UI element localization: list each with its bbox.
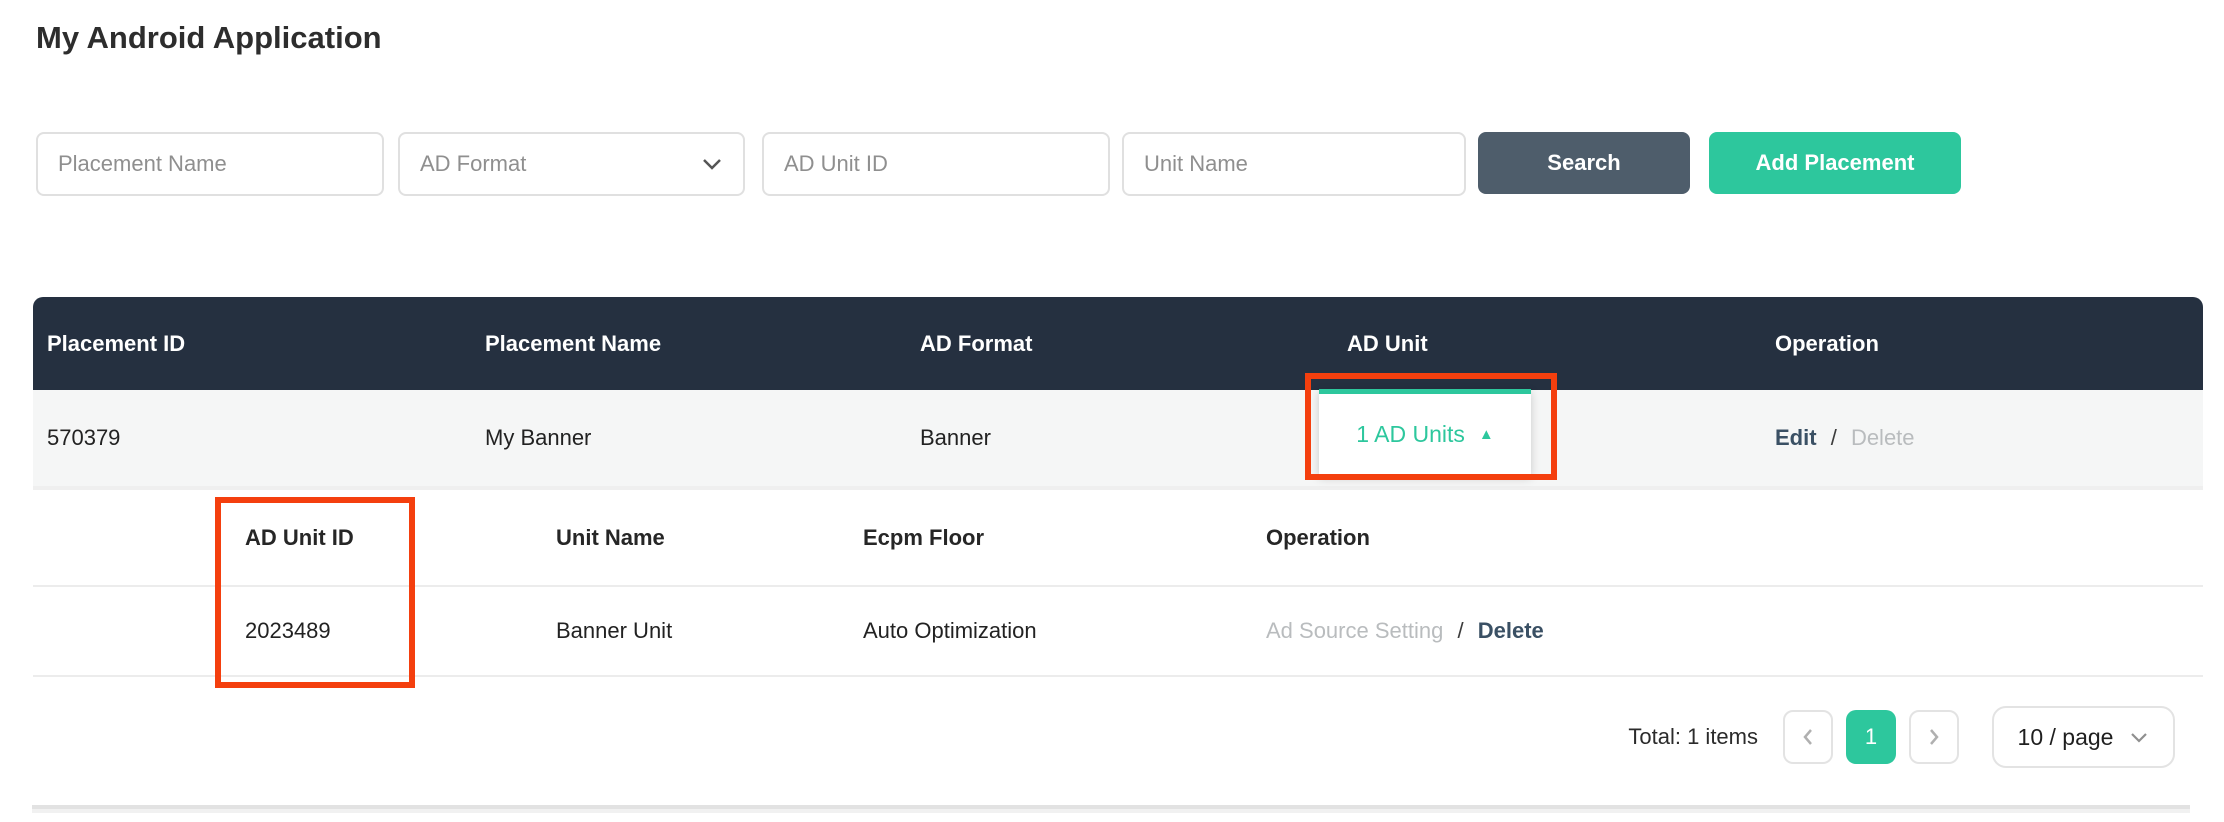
edit-link[interactable]: Edit xyxy=(1775,425,1817,450)
next-page-button[interactable] xyxy=(1909,710,1959,764)
sub-operation-separator: / xyxy=(1457,618,1464,643)
ad-units-toggle-label: 1 AD Units xyxy=(1356,421,1465,447)
sub-table-header-row: AD Unit ID Unit Name Ecpm Floor Operatio… xyxy=(33,486,2203,587)
column-header-ad-unit: AD Unit xyxy=(1347,330,1428,356)
ad-format-cell: Banner xyxy=(920,425,991,450)
delete-link[interactable]: Delete xyxy=(1850,425,1915,450)
triangle-up-icon: ▲ xyxy=(1478,426,1494,443)
chevron-left-icon xyxy=(1801,727,1815,747)
page-title: My Android Application xyxy=(36,20,382,55)
ad-unit-id-input[interactable] xyxy=(762,132,1110,196)
ecpm-floor-cell: Auto Optimization xyxy=(863,618,1037,643)
sub-table-row: 2023489 Banner Unit Auto Optimization Ad… xyxy=(33,587,2203,677)
column-header-placement-id: Placement ID xyxy=(47,330,186,356)
previous-page-button[interactable] xyxy=(1783,710,1833,764)
sub-delete-link[interactable]: Delete xyxy=(1477,618,1544,643)
page-size-value: 10 / page xyxy=(2017,723,2114,750)
ad-source-setting-link[interactable]: Ad Source Setting xyxy=(1266,618,1444,643)
unit-name-cell: Banner Unit xyxy=(556,618,673,643)
column-header-ad-format: AD Format xyxy=(920,330,1033,356)
ad-unit-id-cell: 2023489 xyxy=(245,618,331,643)
ad-format-select-value: AD Format xyxy=(420,151,527,176)
page-size-select[interactable]: 10 / page xyxy=(1992,706,2175,768)
search-button[interactable]: Search xyxy=(1478,132,1690,194)
column-header-placement-name: Placement Name xyxy=(485,330,662,356)
unit-name-input[interactable] xyxy=(1122,132,1466,196)
chevron-right-icon xyxy=(1927,727,1941,747)
add-placement-button[interactable]: Add Placement xyxy=(1709,132,1961,194)
total-items-text: Total: 1 items xyxy=(1628,724,1758,749)
sub-column-header-ad-unit-id: AD Unit ID xyxy=(245,524,354,550)
table-header-row: Placement ID Placement Name AD Format AD… xyxy=(33,297,2203,390)
column-header-operation: Operation xyxy=(1775,330,1879,356)
operation-separator: / xyxy=(1830,425,1837,450)
sub-operation-cell: Ad Source Setting / Delete xyxy=(1266,618,2203,644)
operation-cell: Edit / Delete xyxy=(1775,425,2203,451)
placement-name-cell: My Banner xyxy=(485,425,592,450)
sub-column-header-unit-name: Unit Name xyxy=(556,524,665,550)
ad-format-select[interactable]: AD Format xyxy=(398,132,745,196)
sub-column-header-ecpm-floor: Ecpm Floor xyxy=(863,524,985,550)
placements-table: Placement ID Placement Name AD Format AD… xyxy=(33,297,2203,797)
table-footer: Total: 1 items 1 10 / page xyxy=(33,677,2203,797)
table-row: 570379 My Banner Banner Edit / Delete xyxy=(33,390,2203,486)
placement-name-input[interactable] xyxy=(36,132,384,196)
placement-id-cell: 570379 xyxy=(47,425,121,450)
page-bottom-divider xyxy=(32,805,2190,813)
chevron-down-icon xyxy=(701,157,723,171)
ad-units-toggle-button[interactable]: 1 AD Units ▲ xyxy=(1319,389,1531,475)
current-page-button[interactable]: 1 xyxy=(1846,710,1896,764)
chevron-down-icon xyxy=(2129,731,2149,744)
sub-column-header-operation: Operation xyxy=(1266,524,1370,550)
